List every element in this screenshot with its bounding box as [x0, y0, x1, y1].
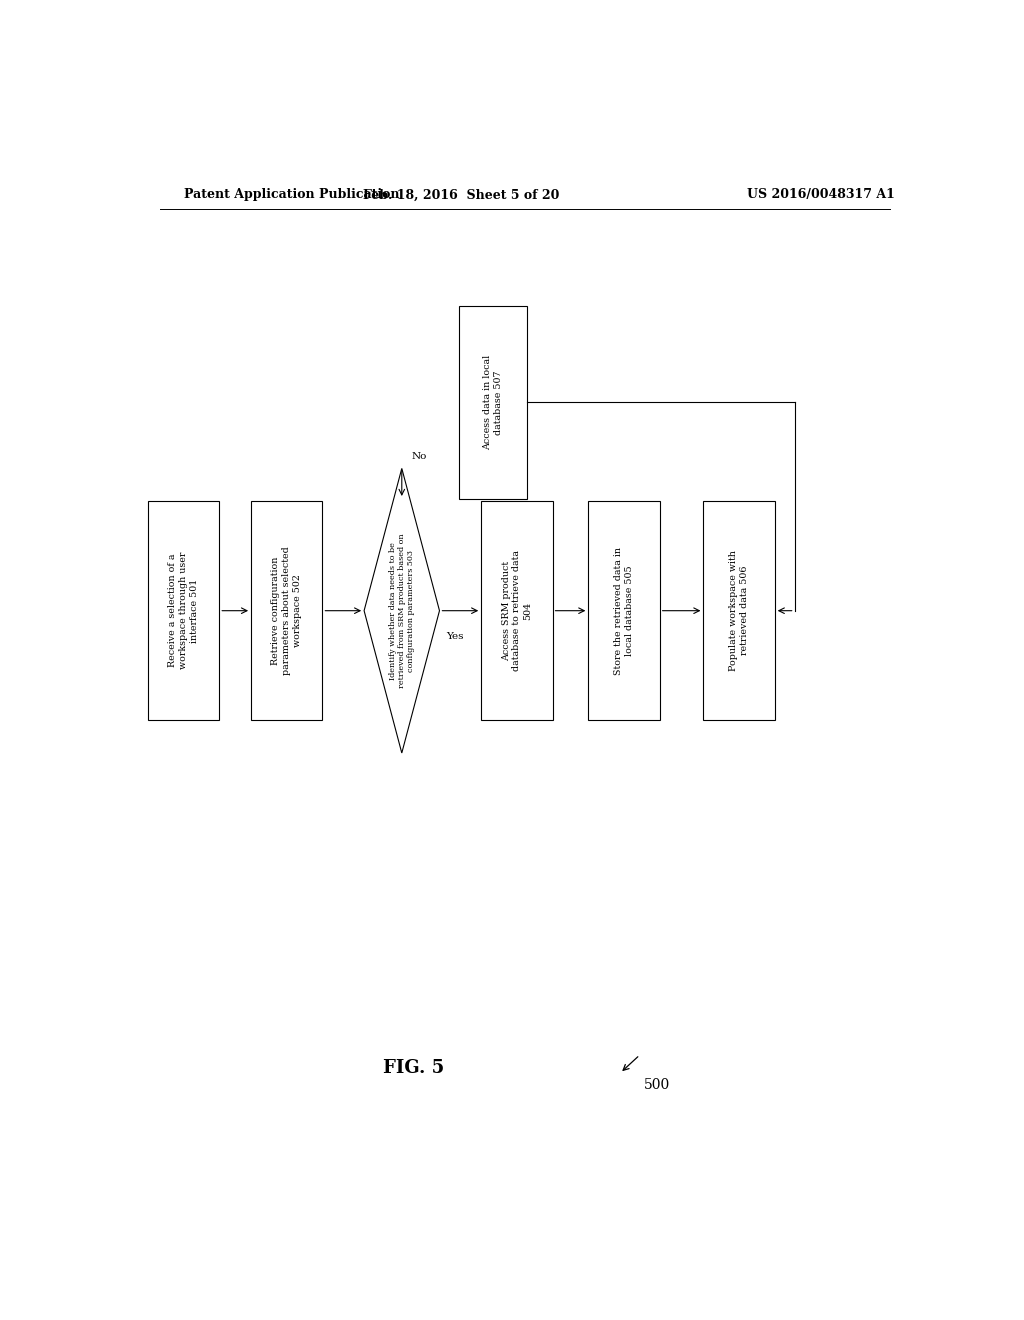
- Text: Retrieve configuration
parameters about selected
workspace 502: Retrieve configuration parameters about …: [271, 546, 302, 675]
- Text: Yes: Yes: [445, 631, 463, 640]
- Text: FIG. 5: FIG. 5: [383, 1059, 444, 1077]
- Text: Patent Application Publication: Patent Application Publication: [183, 189, 399, 202]
- Bar: [481, 502, 553, 719]
- Text: Feb. 18, 2016  Sheet 5 of 20: Feb. 18, 2016 Sheet 5 of 20: [364, 189, 559, 202]
- Bar: [703, 502, 775, 719]
- Text: Store the retrieved data in
local database 505: Store the retrieved data in local databa…: [614, 546, 634, 675]
- Bar: [147, 502, 219, 719]
- Text: Populate workspace with
retrieved data 506: Populate workspace with retrieved data 5…: [729, 550, 749, 671]
- Bar: [588, 502, 659, 719]
- Text: US 2016/0048317 A1: US 2016/0048317 A1: [748, 189, 895, 202]
- Text: No: No: [412, 451, 427, 461]
- Text: Access data in local
database 507: Access data in local database 507: [483, 355, 503, 450]
- Text: Access SRM product
database to retrieve data
504: Access SRM product database to retrieve …: [502, 550, 532, 671]
- Bar: [251, 502, 323, 719]
- Bar: [460, 306, 526, 499]
- Polygon shape: [365, 469, 439, 752]
- Text: 500: 500: [644, 1078, 670, 1093]
- Text: Receive a selection of a
workspace through user
interface 501: Receive a selection of a workspace throu…: [168, 552, 199, 669]
- Text: Identify whether data needs to be
retrieved from SRM product based on
configurat: Identify whether data needs to be retrie…: [388, 533, 415, 688]
